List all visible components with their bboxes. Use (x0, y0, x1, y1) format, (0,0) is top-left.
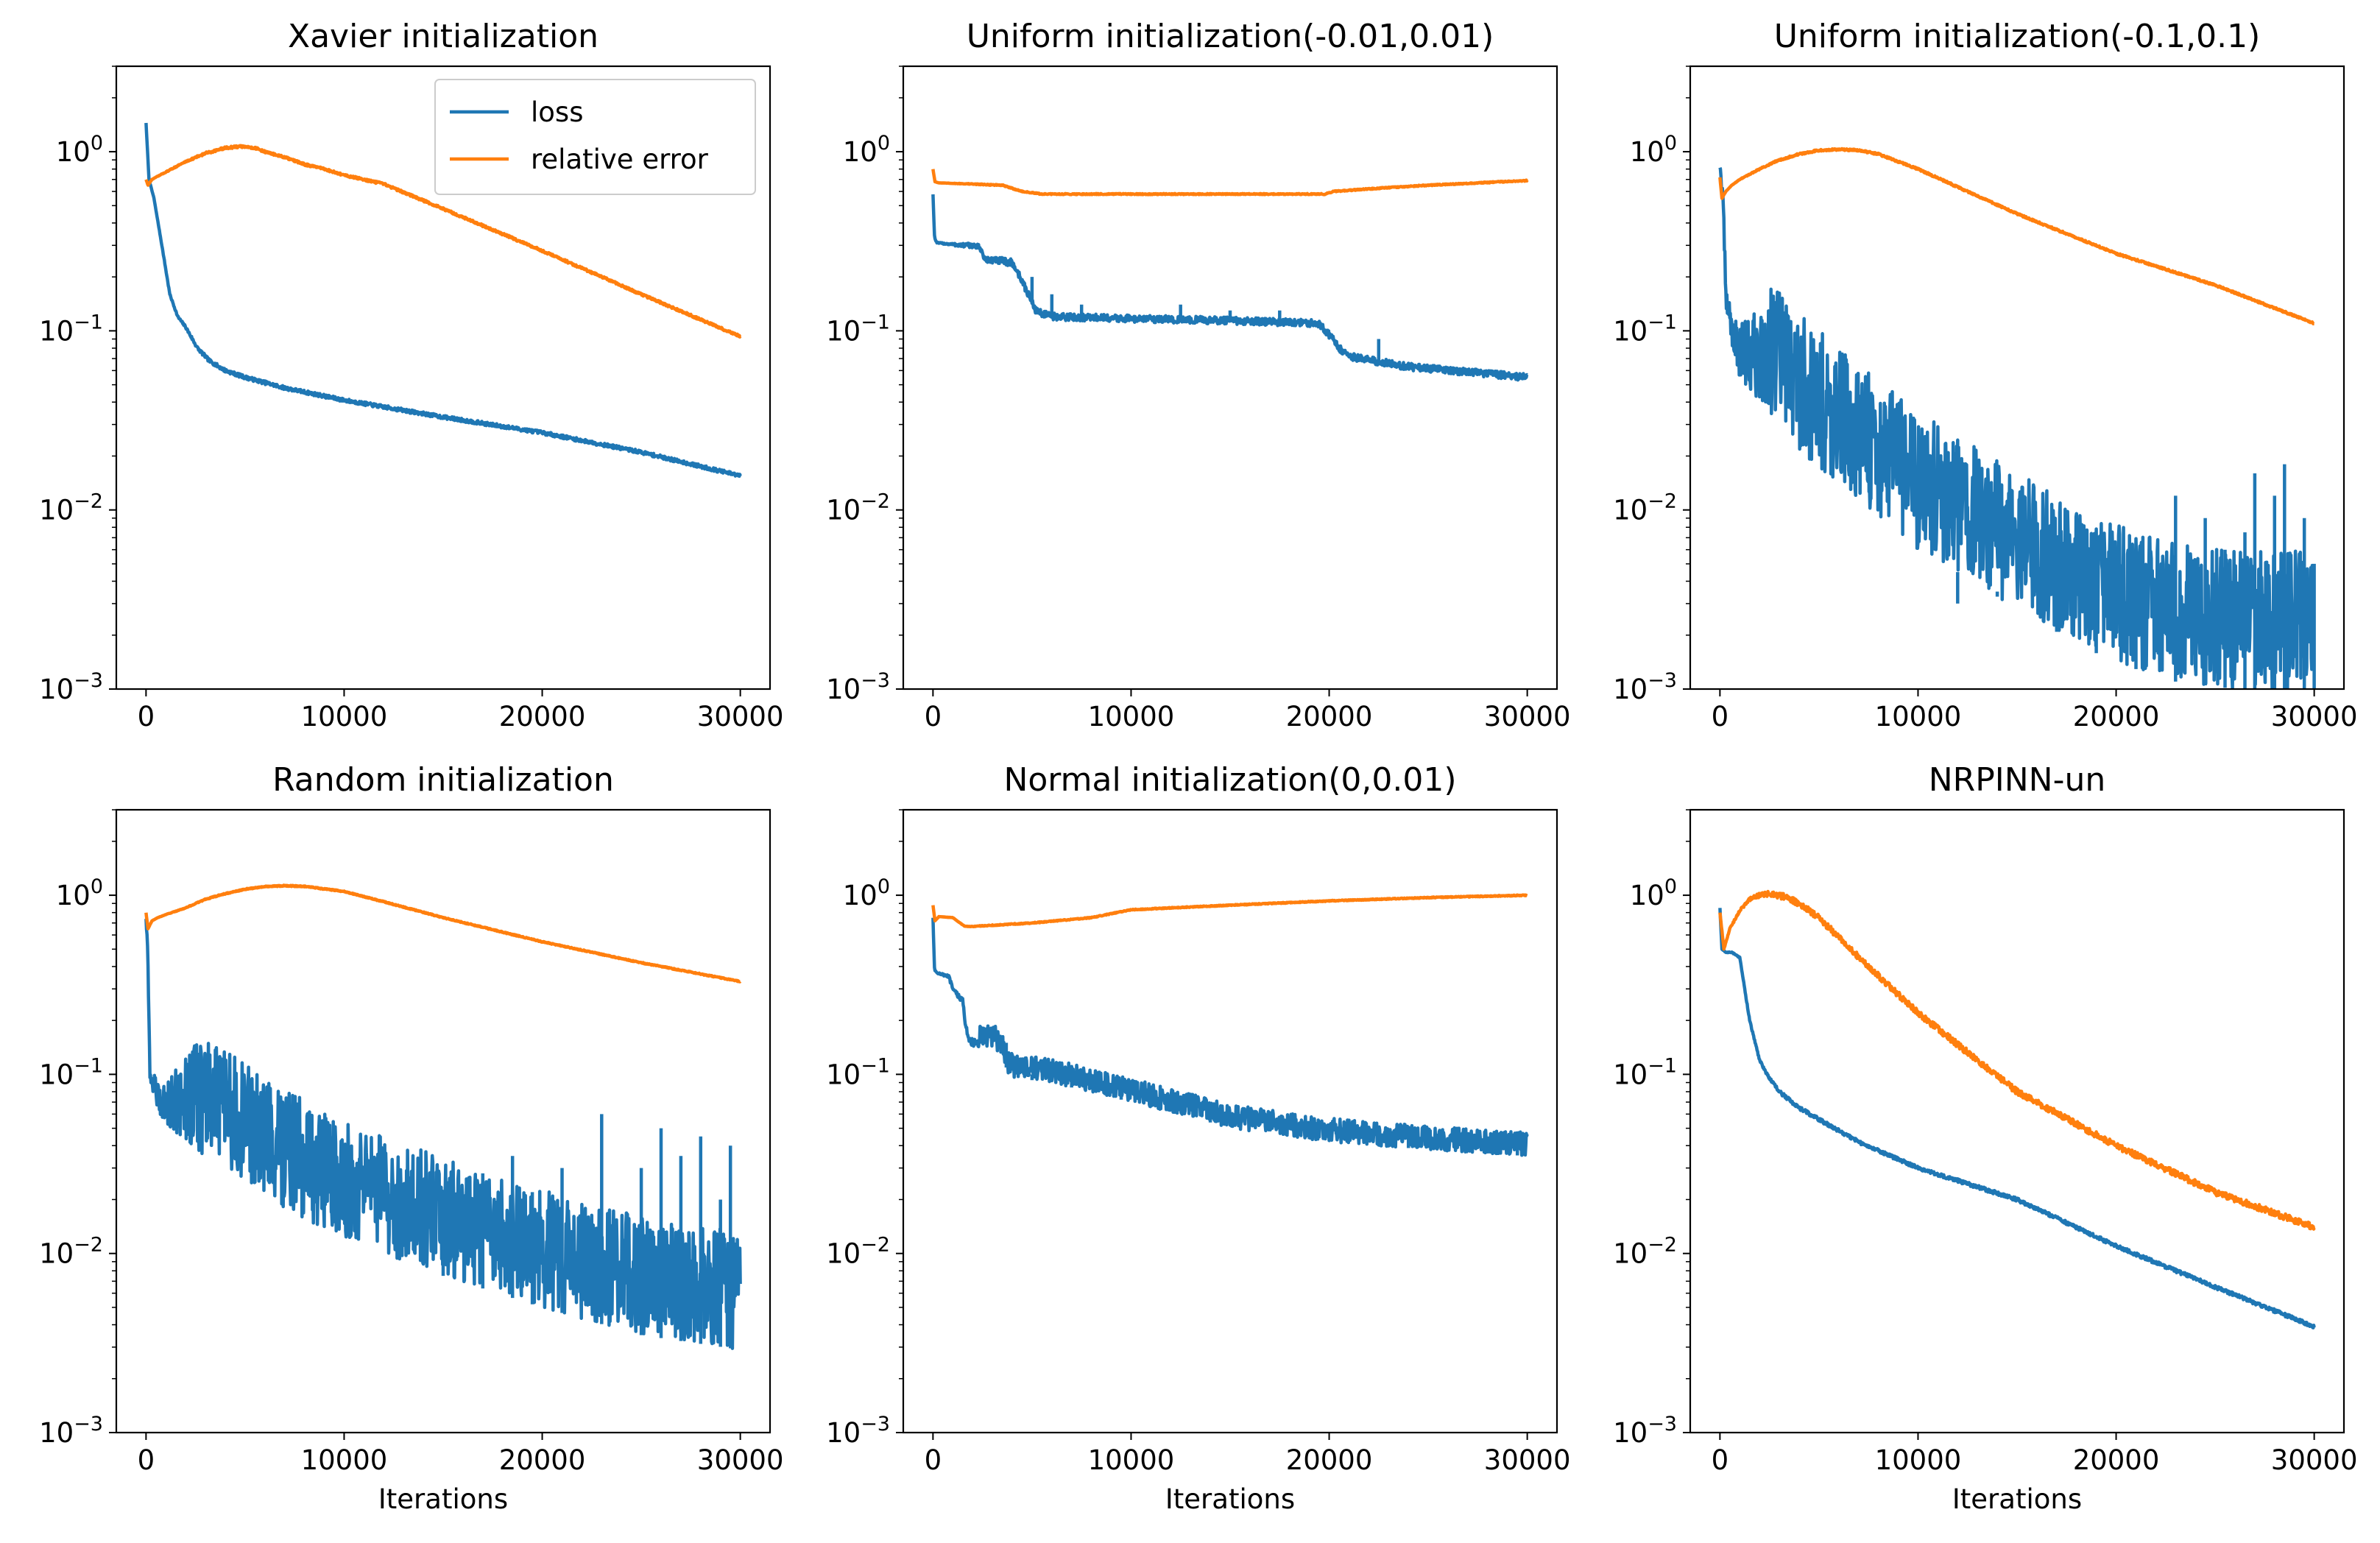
panel-5-axes-frame (902, 808, 1558, 1434)
panel-6-y-tick-label: 100 (1630, 875, 1677, 911)
panel-4-series (144, 883, 742, 1350)
panel-4-y-tick-label: 10−3 (39, 1413, 103, 1449)
panel-1-y-tick-label: 10−2 (39, 490, 103, 526)
panel-2-x-tick-label: 10000 (1088, 701, 1175, 732)
panel-6-x-tick-label: 30000 (2271, 1444, 2358, 1476)
panel-1-x-tick-label: 10000 (301, 701, 388, 732)
panel-1-legend-label: loss (531, 96, 583, 128)
panel-2-y-tick-label: 10−1 (826, 311, 890, 347)
panel-1-x-tick-label: 0 (138, 701, 155, 732)
panel-1-axes-frame (115, 65, 771, 691)
panel-2-x-tick-label: 20000 (1286, 701, 1373, 732)
panel-2-x-tick-label: 0 (925, 701, 942, 732)
panel-1-x-tick-label: 20000 (499, 701, 586, 732)
panel-6-loss-line (1718, 908, 2316, 1330)
panel-4-x-tick-label: 0 (138, 1444, 155, 1476)
panel-3-y-tick-label: 10−3 (1613, 669, 1677, 705)
panel-4-x-tick-label: 30000 (697, 1444, 784, 1476)
panel-4-axes-frame (115, 808, 771, 1434)
panel-1-series (144, 122, 742, 479)
panel-1-y-tick-label: 10−3 (39, 669, 103, 705)
panel-3-x-tick-label: 30000 (2271, 701, 2358, 732)
panel-3-x-tick-label: 0 (1712, 701, 1729, 732)
panel-3-y-tick-label: 100 (1630, 132, 1677, 168)
panel-2-title: Uniform initialization(-0.01,0.01) (967, 18, 1494, 55)
panel-5-loss-line (931, 917, 1529, 1157)
panel-3-series (1718, 146, 2316, 689)
panel-2-y-tick-label: 10−2 (826, 490, 890, 526)
panel-6-x-label: Iterations (1952, 1483, 2082, 1515)
panel-2: Uniform initialization(-0.01,0.01) 0 10000… (826, 18, 1570, 732)
panel-6-x-tick-label: 10000 (1875, 1444, 1962, 1476)
panel-3-relative-error-line (1718, 146, 2316, 326)
panel-5-x-tick-label: 20000 (1286, 1444, 1373, 1476)
panel-1-title: Xavier initialization (288, 18, 598, 55)
panel-5-y-tick-label: 10−3 (826, 1413, 890, 1449)
panel-5-x-tick-label: 10000 (1088, 1444, 1175, 1476)
panel-2-y-tick-label: 10−3 (826, 669, 890, 705)
panel-1-legend-box (434, 79, 756, 195)
panel-4-x-label: Iterations (378, 1483, 508, 1515)
panel-3-loss-line (1718, 166, 2316, 689)
panel-1-legend-label: relative error (531, 144, 709, 175)
panel-5-x-label: Iterations (1165, 1483, 1295, 1515)
panel-1: Xavier initialization 0 10000 20000 30000 100… (39, 18, 783, 732)
panel-4-title: Random initialization (272, 761, 614, 799)
panel-3-y-tick-label: 10−2 (1613, 490, 1677, 526)
panel-3-x-tick-label: 10000 (1875, 701, 1962, 732)
panel-3: Uniform initialization(-0.1,0.1) 0 10000 20… (1613, 18, 2357, 732)
panel-5-y-tick-label: 10−2 (826, 1234, 890, 1270)
panel-5-title: Normal initialization(0,0.01) (1003, 761, 1456, 799)
panel-4-y-tick-label: 10−1 (39, 1054, 103, 1090)
panel-2-loss-line (931, 194, 1529, 382)
panel-3-title: Uniform initialization(-0.1,0.1) (1774, 18, 2261, 55)
panel-2-series (931, 169, 1529, 382)
panel-6-series (1718, 889, 2316, 1330)
panel-6-x-tick-label: 20000 (2073, 1444, 2160, 1476)
panel-5-series (931, 893, 1529, 1157)
panel-2-relative-error-line (931, 169, 1529, 197)
panel-5: Normal initialization(0,0.01) 0 10000 20000… (826, 761, 1570, 1515)
panel-2-x-tick-label: 30000 (1484, 701, 1571, 732)
panel-4-y-tick-label: 100 (56, 875, 103, 911)
panel-6: NRPINN-un 0 10000 20000 30000 100 10−1 10−2 10−3… (1613, 761, 2357, 1515)
panel-1-relative-error-line (144, 144, 742, 339)
panel-3-y-tick-label: 10−1 (1613, 311, 1677, 347)
panel-6-x-tick-label: 0 (1712, 1444, 1729, 1476)
panel-5-y-tick-label: 100 (843, 875, 890, 911)
panel-5-y-tick-label: 10−1 (826, 1054, 890, 1090)
panel-3-x-tick-label: 20000 (2073, 701, 2160, 732)
panel-5-x-tick-label: 0 (925, 1444, 942, 1476)
panel-6-axes-frame (1689, 808, 2345, 1434)
panel-5-x-tick-label: 30000 (1484, 1444, 1571, 1476)
panel-4-x-tick-label: 10000 (301, 1444, 388, 1476)
panel-3-axes-frame (1689, 65, 2345, 691)
panel-2-y-tick-label: 100 (843, 132, 890, 168)
panel-1-x-tick-label: 30000 (697, 701, 784, 732)
panel-4: Random initialization 0 10000 20000 30000 100… (39, 761, 783, 1515)
panel-5-relative-error-line (931, 893, 1529, 929)
panel-1-legend: loss relative error (434, 79, 756, 195)
panel-4-y-tick-label: 10−2 (39, 1234, 103, 1270)
panel-6-title: NRPINN-un (1929, 761, 2105, 799)
panel-6-relative-error-line (1718, 889, 2316, 1231)
panel-6-y-tick-label: 10−3 (1613, 1413, 1677, 1449)
panel-6-y-tick-label: 10−1 (1613, 1054, 1677, 1090)
panel-1-y-tick-label: 100 (56, 132, 103, 168)
panel-4-loss-line (144, 919, 742, 1350)
panel-6-y-tick-label: 10−2 (1613, 1234, 1677, 1270)
panel-4-relative-error-line (144, 883, 742, 984)
panel-1-y-tick-label: 10−1 (39, 311, 103, 347)
panel-1-loss-line (144, 122, 742, 479)
panel-4-x-tick-label: 20000 (499, 1444, 586, 1476)
panel-2-axes-frame (902, 65, 1558, 691)
